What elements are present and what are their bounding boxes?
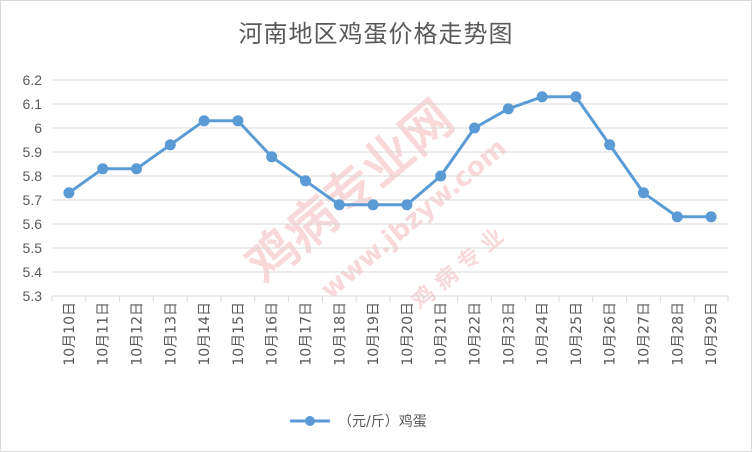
- y-tick-label: 5.8: [23, 168, 43, 184]
- y-tick-label: 5.4: [23, 264, 43, 280]
- x-tick-label: 10月12日: [130, 302, 146, 366]
- data-point: [469, 122, 480, 134]
- data-point: [671, 211, 683, 223]
- x-tick-label: 10月20日: [400, 302, 416, 366]
- data-point: [401, 199, 413, 211]
- data-point: [638, 187, 649, 199]
- x-tick-label: 10月21日: [434, 302, 450, 366]
- x-tick-label: 10月24日: [535, 302, 551, 366]
- x-tick-label: 10月17日: [299, 302, 315, 366]
- x-tick-label: 10月25日: [569, 302, 585, 366]
- data-point: [604, 139, 616, 151]
- x-tick-label: 10月28日: [670, 302, 686, 366]
- data-point: [63, 187, 75, 199]
- series-line: [68, 95, 712, 219]
- data-point: [97, 163, 109, 175]
- y-tick-label: 5.6: [23, 216, 43, 232]
- data-point: [164, 139, 176, 151]
- data-point: [705, 211, 717, 223]
- x-tick-label: 10月16日: [265, 302, 281, 366]
- x-tick-label: 10月22日: [468, 302, 484, 366]
- data-point: [367, 199, 379, 211]
- x-tick-label: 10月14日: [197, 302, 213, 366]
- legend-point-marker: [305, 416, 315, 426]
- x-tick-label: 10月23日: [501, 302, 517, 366]
- y-tick-label: 6.2: [23, 72, 43, 88]
- data-point: [131, 163, 142, 175]
- x-tick-label: 10月10日: [62, 302, 78, 366]
- data-point: [435, 170, 447, 182]
- x-tick-label: 10月13日: [163, 302, 179, 366]
- x-tick-label: 10月26日: [603, 302, 619, 366]
- data-point: [198, 115, 210, 127]
- x-tick-label: 10月29日: [704, 302, 720, 366]
- y-tick-label: 5.5: [23, 240, 43, 256]
- y-tick-label: 5.7: [23, 192, 43, 208]
- data-point: [536, 91, 548, 103]
- y-tick-label: 6: [34, 120, 42, 136]
- data-point: [502, 103, 514, 115]
- data-point: [333, 199, 345, 211]
- x-tick-label: 10月11日: [96, 302, 112, 366]
- x-tick-label: 10月18日: [332, 302, 348, 366]
- y-tick-label: 5.9: [23, 144, 43, 160]
- chart-title: 河南地区鸡蛋价格走势图: [238, 20, 514, 48]
- x-tick-label: 10月27日: [637, 302, 653, 366]
- data-point: [300, 175, 311, 187]
- x-tick-label: 10月19日: [366, 302, 382, 366]
- y-tick-label: 5.3: [23, 288, 43, 304]
- y-tick-label: 6.1: [23, 96, 43, 112]
- data-point: [232, 115, 244, 127]
- data-point: [570, 91, 582, 103]
- legend: （元/斤）鸡蛋: [290, 413, 427, 430]
- data-point: [266, 151, 278, 163]
- x-tick-label: 10月15日: [231, 302, 247, 366]
- legend-label: （元/斤）鸡蛋: [338, 413, 427, 430]
